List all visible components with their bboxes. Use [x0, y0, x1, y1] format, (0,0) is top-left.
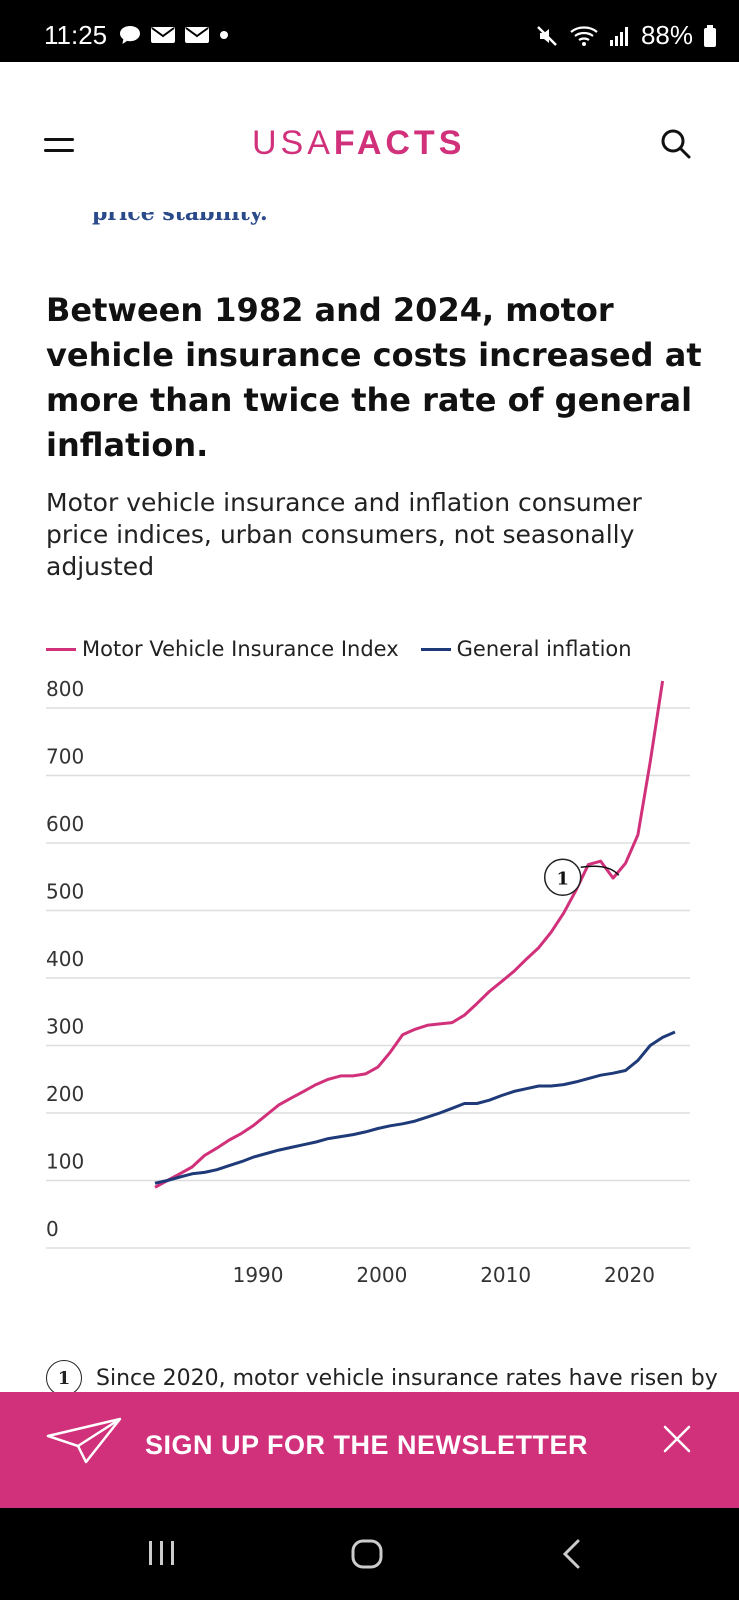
x-tick-label: 2020 [604, 1263, 655, 1287]
insurance-series-line [154, 680, 665, 1189]
paper-plane-icon [46, 1417, 122, 1464]
battery-icon [704, 24, 716, 47]
annotation-marker [543, 858, 582, 896]
signal-icon [609, 26, 628, 46]
annotation-label: 1 [556, 868, 569, 889]
y-tick-label: 200 [46, 1082, 84, 1106]
previous-paragraph-fragment: price stability. [92, 212, 268, 226]
inflation-series-line [154, 1030, 676, 1185]
search-icon[interactable] [660, 128, 692, 160]
y-tick-label: 400 [46, 947, 84, 971]
x-tick-label: 2000 [356, 1263, 407, 1287]
y-tick-label: 100 [46, 1150, 84, 1174]
notification-icons [118, 24, 230, 46]
footnote-number: 1 [46, 1360, 82, 1396]
y-tick-label: 500 [46, 880, 84, 904]
legend-label-insurance: Motor Vehicle Insurance Index [82, 637, 399, 661]
mute-icon [537, 25, 557, 46]
site-logo[interactable]: USAFACTS [252, 124, 465, 163]
x-tick-label: 1990 [233, 1263, 284, 1287]
x-tick-label: 2010 [480, 1263, 531, 1287]
legend-entry-inflation: General inflation [420, 637, 632, 661]
dot-icon [220, 31, 228, 39]
wifi-icon [570, 25, 598, 46]
site-header: USAFACTS [0, 62, 739, 232]
status-time: 11:25 [44, 20, 108, 50]
home-icon[interactable] [350, 1538, 384, 1570]
battery-percent: 88% [640, 20, 693, 50]
newsletter-banner[interactable]: SIGN UP FOR THE NEWSLETTER [0, 1392, 739, 1508]
y-tick-label: 0 [46, 1217, 59, 1241]
y-tick-label: 600 [46, 812, 84, 836]
legend-label-inflation: General inflation [456, 637, 632, 661]
menu-icon[interactable] [44, 138, 74, 158]
close-icon[interactable] [662, 1424, 692, 1454]
chart-subtitle: Motor vehicle insurance and inflation co… [46, 488, 642, 581]
chart-title: Between 1982 and 2024, motor vehicle ins… [46, 291, 702, 464]
chart-legend: Motor Vehicle Insurance Index General in… [46, 637, 654, 661]
y-tick-label: 300 [46, 1015, 84, 1039]
status-bar: 11:25 88% [0, 0, 739, 62]
back-icon[interactable] [560, 1538, 584, 1570]
legend-swatch-inflation [420, 647, 451, 651]
system-icons: 88% [535, 20, 717, 51]
legend-entry-insurance: Motor Vehicle Insurance Index [46, 637, 399, 661]
y-tick-label: 700 [46, 745, 84, 769]
footnote-text: Since 2020, motor vehicle insurance rate… [96, 1365, 718, 1391]
annotation-leader [580, 865, 620, 876]
logo-usa: USA [252, 124, 334, 162]
chat-icon [120, 26, 140, 44]
logo-facts: FACTS [333, 124, 466, 162]
mail-icon [151, 27, 175, 43]
android-nav-bar [0, 1508, 739, 1600]
newsletter-signup-link[interactable]: SIGN UP FOR THE NEWSLETTER [145, 1430, 589, 1460]
footnote: 1 Since 2020, motor vehicle insurance ra… [46, 1360, 718, 1396]
mail-icon [185, 27, 209, 43]
line-chart: 0 100 200 300 400 500 600 700 800 1990 2000 2010 202… [46, 677, 690, 1287]
recent-apps-icon[interactable] [145, 1538, 179, 1568]
legend-swatch-insurance [46, 647, 76, 651]
y-tick-label: 800 [46, 677, 84, 701]
